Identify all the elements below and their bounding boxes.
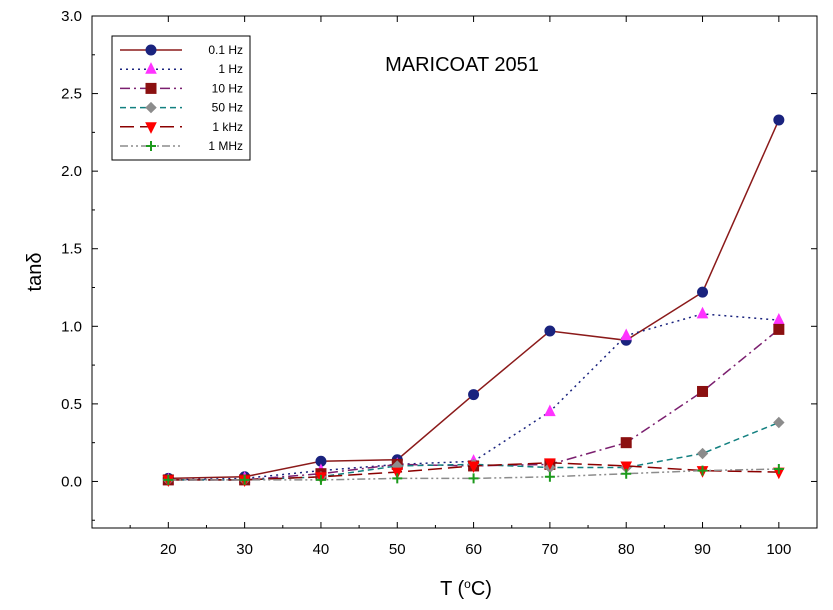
- x-tick-label: 80: [618, 541, 635, 558]
- data-point: [544, 404, 556, 417]
- data-point: [468, 473, 479, 484]
- data-point: [621, 468, 632, 479]
- x-axis: 20 30 40 50 60 70 80 90 100: [129, 16, 791, 558]
- legend-item: 50 Hz: [120, 101, 243, 115]
- y-tick-label: 1.0: [61, 318, 82, 335]
- x-tick-label: 60: [465, 541, 482, 558]
- legend-label: 0.1 Hz: [208, 43, 243, 57]
- data-point: [544, 458, 556, 470]
- legend-marker: [146, 141, 156, 151]
- y-tick-label: 2.0: [61, 163, 82, 180]
- legend-marker: [145, 82, 157, 94]
- legend-marker: [145, 101, 157, 114]
- legend-label: 50 Hz: [212, 101, 243, 115]
- data-point: [239, 474, 250, 485]
- legend-item: 0.1 Hz: [120, 43, 243, 57]
- data-point: [773, 312, 785, 325]
- legend-item: 10 Hz: [120, 81, 243, 95]
- legend-label: 10 Hz: [212, 81, 243, 95]
- data-point: [391, 467, 404, 480]
- x-tick-label: 70: [542, 541, 559, 558]
- legend-label: 1 kHz: [212, 120, 243, 134]
- data-point: [620, 328, 633, 341]
- data-point: [773, 464, 784, 475]
- data-point: [773, 416, 785, 429]
- x-tick-label: 100: [766, 541, 791, 558]
- legend-item: 1 kHz: [120, 120, 243, 134]
- plot-frame: [91, 15, 818, 529]
- x-tick-label: 40: [313, 541, 330, 558]
- y-tick-label: 0.5: [61, 396, 82, 413]
- legend-label: 1 Hz: [218, 62, 243, 76]
- data-point: [468, 389, 480, 401]
- data-point: [315, 474, 326, 485]
- data-point: [697, 465, 708, 476]
- legend-item: 1 MHz: [120, 139, 243, 153]
- x-tick-label: 90: [694, 541, 711, 558]
- y-axis: 0.0 0.5 1.0 1.5 2.0 2.5 3.0: [61, 8, 817, 521]
- y-axis-title: tanδ: [24, 253, 46, 292]
- series-5: [163, 464, 784, 485]
- legend-box: [111, 35, 251, 161]
- data-point: [467, 461, 480, 474]
- y-tick-label: 2.5: [61, 86, 82, 103]
- x-tick-label: 20: [160, 541, 177, 558]
- y-tick-label: 0.0: [61, 473, 82, 490]
- x-tick-label: 30: [236, 541, 253, 558]
- data-point: [163, 474, 174, 485]
- data-point: [773, 323, 785, 335]
- legend: 0.1 Hz 1 Hz 10 Hz 50 Hz 1 kHz 1 MHz: [111, 35, 251, 161]
- data-point: [544, 471, 555, 482]
- legend-marker: [145, 122, 157, 134]
- data-point: [696, 447, 709, 460]
- x-tick-label: 50: [389, 541, 406, 558]
- chart-annotation: MARICOAT 2051: [385, 54, 539, 76]
- data-point: [620, 437, 632, 449]
- data-point: [620, 461, 633, 474]
- series-layer: [162, 114, 785, 488]
- legend-item: 1 Hz: [120, 62, 243, 76]
- x-axis-title: T (oC): [440, 577, 492, 600]
- data-point: [773, 114, 785, 126]
- y-tick-label: 1.5: [61, 241, 82, 258]
- legend-marker: [145, 62, 157, 74]
- series-0: [162, 114, 785, 484]
- legend-label: 1 MHz: [208, 139, 243, 153]
- data-point: [544, 325, 556, 337]
- series-line: [168, 119, 780, 480]
- data-point: [697, 385, 709, 397]
- data-point: [392, 473, 403, 484]
- data-point: [696, 306, 709, 319]
- y-tick-label: 3.0: [61, 8, 82, 25]
- data-point: [697, 286, 709, 298]
- legend-marker: [145, 44, 157, 56]
